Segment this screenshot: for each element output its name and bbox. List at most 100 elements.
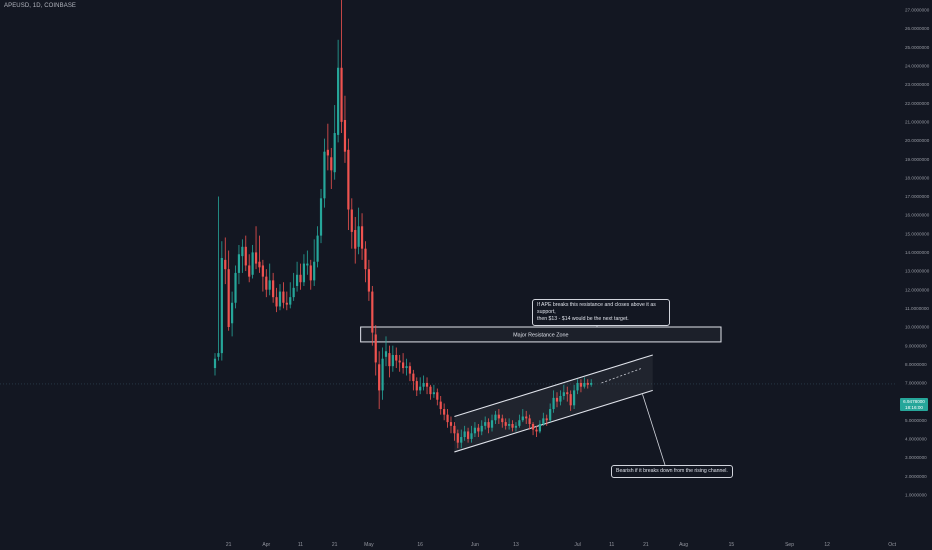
- candle: [217, 196, 220, 361]
- y-tick-label: 10.0000000: [905, 325, 930, 330]
- candle: [521, 409, 524, 423]
- candle-body: [391, 354, 394, 367]
- candle: [272, 272, 275, 303]
- time-axis[interactable]: 21Apr1121May16Jun13Jul1121Aug15Sep12Oct1…: [226, 542, 932, 548]
- candle: [261, 259, 264, 292]
- y-tick-label: 3.0000000: [905, 455, 927, 460]
- candle: [374, 325, 377, 376]
- channel-callout-pointer: [642, 394, 666, 466]
- candle: [248, 254, 251, 283]
- candle-body: [573, 390, 576, 406]
- candle-body: [566, 392, 569, 395]
- candle-body: [443, 409, 446, 415]
- candle: [251, 244, 254, 279]
- candle-body: [231, 302, 234, 324]
- candle: [398, 354, 401, 372]
- channel-lower-line: [454, 389, 653, 453]
- candle-body: [405, 366, 408, 369]
- candle-body: [213, 358, 217, 369]
- candle-body: [432, 392, 435, 395]
- candle-body: [278, 291, 282, 307]
- candle: [449, 416, 453, 434]
- candle: [364, 241, 367, 283]
- candle: [573, 384, 576, 410]
- y-tick-label: 22.0000000: [905, 101, 930, 106]
- candle: [316, 226, 319, 268]
- candle: [391, 345, 394, 372]
- candle-body: [463, 431, 466, 438]
- candle-body: [412, 373, 415, 382]
- candle: [504, 418, 507, 430]
- candle: [224, 237, 227, 285]
- candle: [278, 284, 282, 311]
- candle-body: [470, 433, 473, 439]
- x-tick-label: 11: [298, 542, 303, 548]
- candle: [415, 377, 418, 397]
- candle-body: [340, 67, 343, 122]
- candle-countdown: 18:16:00: [905, 404, 923, 410]
- candle: [295, 261, 299, 292]
- candle: [302, 254, 306, 286]
- candle: [419, 377, 422, 395]
- candle-body: [234, 272, 237, 303]
- candle-body: [555, 397, 559, 402]
- candle: [480, 420, 483, 436]
- y-tick-label: 14.0000000: [905, 250, 930, 255]
- candle-body: [460, 437, 463, 443]
- candle-body: [408, 366, 412, 374]
- candle-body: [374, 334, 377, 363]
- candle: [466, 427, 470, 443]
- price-axis[interactable]: 28.000000027.000000026.000000025.0000000…: [905, 0, 930, 498]
- candle-body: [302, 263, 306, 283]
- candle-body: [425, 382, 429, 387]
- y-tick-label: 26.0000000: [905, 26, 930, 31]
- resistance-callout[interactable]: If APE breaks this resistance and closes…: [532, 299, 670, 326]
- y-tick-label: 1.0000000: [905, 492, 927, 497]
- candle-body: [415, 381, 418, 391]
- candle: [347, 138, 350, 231]
- candle: [549, 403, 552, 423]
- candle: [487, 418, 490, 434]
- candle: [494, 410, 497, 424]
- candle: [313, 239, 316, 286]
- y-tick-label: 12.0000000: [905, 287, 930, 292]
- y-tick-label: 19.0000000: [905, 157, 930, 162]
- candle: [241, 239, 244, 273]
- candle: [367, 259, 370, 301]
- candle-body: [508, 423, 511, 426]
- candle-body: [497, 414, 500, 419]
- candle: [275, 287, 278, 313]
- candle-body: [282, 291, 285, 303]
- candle: [576, 379, 579, 395]
- candle-body: [398, 360, 401, 363]
- candle: [422, 375, 425, 391]
- candle-body: [436, 392, 439, 400]
- candle-body: [456, 433, 459, 443]
- y-tick-label: 4.0000000: [905, 437, 927, 442]
- candle: [357, 207, 360, 255]
- candle: [388, 345, 391, 378]
- candle: [309, 259, 312, 290]
- x-tick-label: Jul: [574, 542, 580, 548]
- resistance-zone-label: Major Resistance Zone: [513, 332, 568, 338]
- candle: [508, 418, 511, 430]
- candle-body: [535, 429, 538, 432]
- x-tick-label: 12: [824, 542, 830, 548]
- candle: [535, 425, 538, 438]
- resistance-zone[interactable]: Major Resistance Zone: [360, 326, 722, 343]
- candle-body: [261, 265, 264, 277]
- symbol-title: APEUSD, 1D, COINBASE: [4, 3, 77, 9]
- candle: [456, 429, 459, 449]
- candle-body: [446, 414, 449, 423]
- candle: [350, 198, 353, 249]
- candle: [220, 241, 223, 361]
- candle-body: [272, 280, 275, 298]
- candle: [378, 351, 381, 410]
- channel-breakdown-callout[interactable]: Bearish if it breaks down from the risin…: [611, 465, 733, 478]
- candle-body: [251, 252, 254, 275]
- x-tick-label: 15: [729, 542, 735, 548]
- candle: [545, 414, 548, 426]
- x-tick-label: 11: [609, 542, 614, 548]
- candle: [463, 425, 466, 441]
